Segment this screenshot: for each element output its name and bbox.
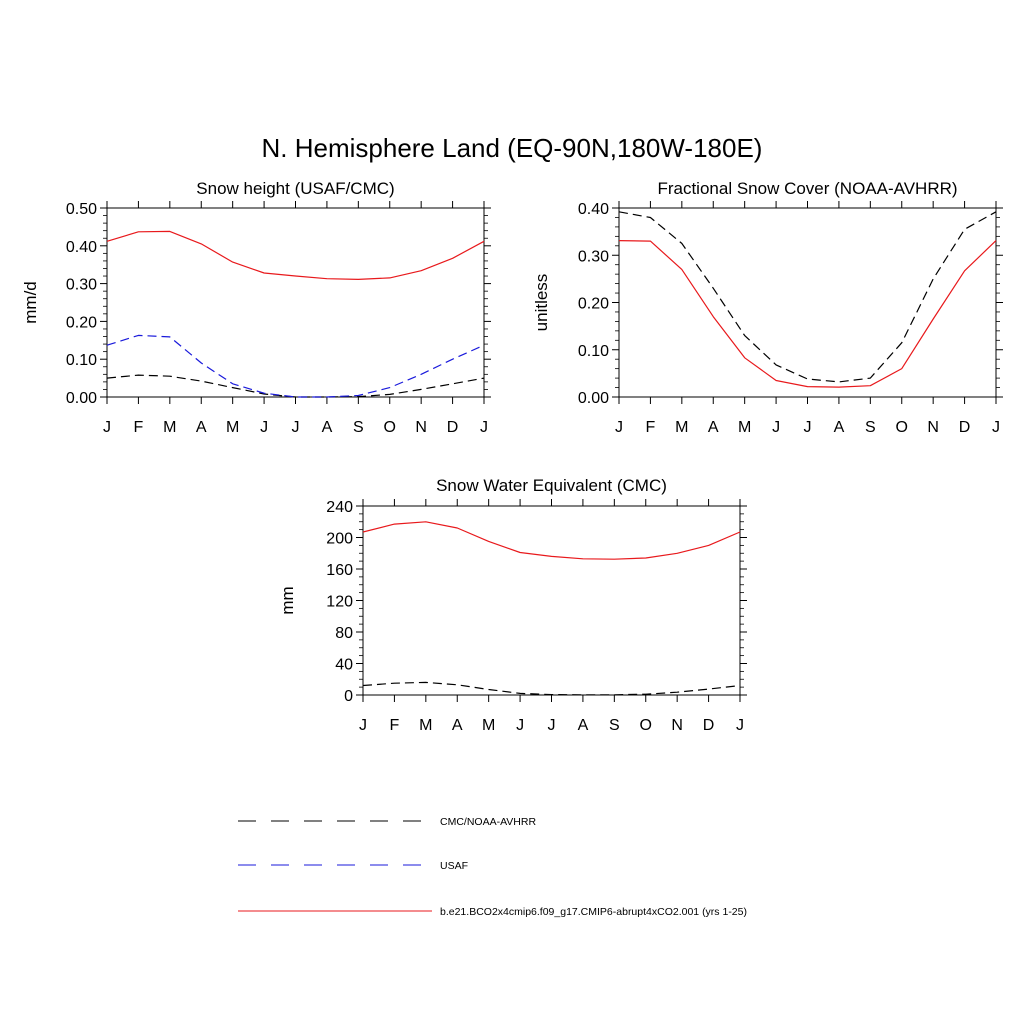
legend-label-obs: CMC/NOAA-AVHRR	[440, 816, 536, 828]
series-line-usaf	[106, 334, 485, 398]
x-tick-label: M	[419, 717, 432, 734]
x-tick-label: A	[834, 419, 845, 436]
x-tick-label: J	[736, 717, 744, 734]
y-tick-label: 0.20	[66, 314, 97, 331]
legend-label-usaf: USAF	[440, 860, 468, 872]
y-tick-label: 80	[335, 625, 353, 642]
panel-fractional-snow-cover: Fractional Snow Cover (NOAA-AVHRR) unitle…	[532, 179, 1003, 436]
x-tick-label: A	[322, 419, 333, 436]
x-tick-label: J	[260, 419, 268, 436]
y-axis-label: unitless	[532, 274, 551, 332]
legend-entry-obs: CMC/NOAA-AVHRR	[238, 816, 536, 828]
x-tick-label: J	[804, 419, 812, 436]
x-tick-label: J	[992, 419, 1000, 436]
legend-entry-usaf: USAF	[238, 860, 468, 872]
x-tick-label: J	[103, 419, 111, 436]
x-tick-label: S	[353, 419, 364, 436]
y-tick-label: 0.50	[66, 201, 97, 218]
x-tick-label: D	[703, 717, 715, 734]
y-tick-label: 160	[326, 562, 353, 579]
series-line-cmc-noaa-avhrr	[618, 211, 997, 383]
x-tick-label: S	[865, 419, 876, 436]
y-tick-label: 0.10	[66, 352, 97, 369]
x-tick-label: O	[896, 419, 908, 436]
y-axis-label: mm	[278, 586, 297, 614]
figure-title: N. Hemisphere Land (EQ-90N,180W-180E)	[262, 133, 763, 163]
series-line-cmc-noaa-avhrr	[106, 374, 485, 398]
x-tick-label: A	[708, 419, 719, 436]
x-tick-label: N	[415, 419, 427, 436]
x-tick-label: M	[675, 419, 688, 436]
panel-title: Snow height (USAF/CMC)	[196, 179, 394, 198]
legend-label-model: b.e21.BCO2x4cmip6.f09_g17.CMIP6-abrupt4x…	[440, 906, 747, 918]
x-tick-label: F	[390, 717, 400, 734]
x-tick-label: A	[578, 717, 589, 734]
x-tick-label: M	[163, 419, 176, 436]
x-tick-label: O	[640, 717, 652, 734]
x-tick-label: O	[384, 419, 396, 436]
y-tick-label: 0.00	[578, 390, 609, 407]
panel-snow-water-equivalent: Snow Water Equivalent (CMC) mm 0 40 80 120 160…	[278, 476, 747, 734]
x-tick-label: J	[292, 419, 300, 436]
x-tick-label: M	[482, 717, 495, 734]
x-tick-label: N	[927, 419, 939, 436]
y-tick-label: 0.30	[578, 248, 609, 265]
x-tick-label: A	[196, 419, 207, 436]
y-tick-label: 120	[326, 594, 353, 611]
x-tick-label: S	[609, 717, 620, 734]
y-tick-label: 0.00	[66, 390, 97, 407]
y-tick-label: 0.40	[578, 201, 609, 218]
legend: CMC/NOAA-AVHRR USAF b.e21.BCO2x4cmip6.f0…	[238, 816, 747, 918]
x-tick-label: D	[959, 419, 971, 436]
x-tick-label: N	[671, 717, 683, 734]
y-tick-label: 240	[326, 499, 353, 516]
series-line-b-e21-bco2x4cmip6-f09-g17-cmip6-abrupt4xco2-001	[362, 521, 741, 560]
x-tick-label: J	[480, 419, 488, 436]
x-tick-label: J	[615, 419, 623, 436]
y-tick-label: 0.20	[578, 296, 609, 313]
y-tick-label: 0	[344, 688, 353, 705]
y-tick-label: 200	[326, 531, 353, 548]
x-tick-label: F	[646, 419, 656, 436]
y-tick-label: 0.10	[578, 343, 609, 360]
panel-title: Fractional Snow Cover (NOAA-AVHRR)	[657, 179, 957, 198]
x-tick-label: M	[738, 419, 751, 436]
x-tick-label: A	[452, 717, 463, 734]
legend-entry-model: b.e21.BCO2x4cmip6.f09_g17.CMIP6-abrupt4x…	[238, 906, 747, 918]
x-tick-label: F	[134, 419, 144, 436]
series-line-b-e21-bco2x4cmip6-f09-g17-cmip6-abrupt4xco2-001	[106, 230, 485, 280]
panel-title: Snow Water Equivalent (CMC)	[436, 476, 667, 495]
y-tick-label: 0.30	[66, 277, 97, 294]
x-tick-label: J	[516, 717, 524, 734]
x-tick-label: D	[447, 419, 459, 436]
y-axis-label: mm/d	[21, 281, 40, 324]
x-tick-label: J	[772, 419, 780, 436]
series-line-b-e21-bco2x4cmip6-f09-g17-cmip6-abrupt4xco2-001	[618, 240, 997, 388]
x-tick-label: J	[548, 717, 556, 734]
x-tick-label: J	[359, 717, 367, 734]
y-tick-label: 40	[335, 657, 353, 674]
panel-snow-height: Snow height (USAF/CMC) mm/d 0.00 0.10 0.20 0.…	[21, 179, 491, 436]
x-tick-label: M	[226, 419, 239, 436]
series-line-cmc-noaa-avhrr	[362, 681, 741, 696]
y-tick-label: 0.40	[66, 239, 97, 256]
